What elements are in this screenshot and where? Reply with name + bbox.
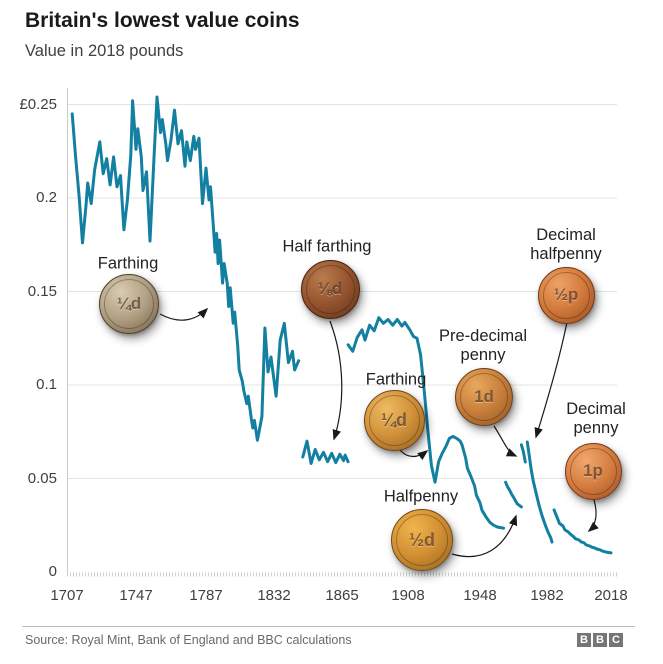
decimal-halfpenny-coin-image: ½p: [537, 266, 595, 324]
x-axis-label-2018: 2018: [594, 587, 628, 604]
annotation-arrow-half-farthing: [329, 320, 343, 441]
bbc-logo-letter: C: [609, 633, 623, 647]
annotation-arrow-pre-decimal-penny: [493, 425, 518, 457]
y-axis-label: 0: [48, 563, 57, 580]
chart-title: Britain's lowest value coins: [25, 9, 300, 32]
bbc-logo: B B C: [577, 633, 625, 647]
x-axis-label-1747: 1747: [119, 587, 153, 604]
x-axis-label-1948: 1948: [463, 587, 497, 604]
annotation-arrow-farthing-1951: [399, 449, 429, 461]
half-farthing-coin-image: ⅛d: [300, 259, 360, 319]
annotation-label-farthing-1951: Farthing: [365, 370, 427, 389]
x-axis-label-1787: 1787: [189, 587, 223, 604]
value-line-segment: [525, 440, 554, 544]
bbc-logo-letter: B: [593, 633, 607, 647]
annotation-label-farthing-1707: Farthing: [97, 254, 159, 273]
value-line-segment: [70, 95, 301, 442]
x-axis-label-1832: 1832: [257, 587, 291, 604]
annotation-label-half-farthing: Half farthing: [282, 237, 372, 256]
y-axis-label: 0.05: [27, 469, 57, 487]
farthing-1707-coin-denomination: ¼d: [116, 294, 142, 313]
value-line-segment: [519, 443, 527, 464]
farthing-1951-coin-image: ¼d: [363, 389, 425, 451]
farthing-1951-coin-denomination: ¼d: [380, 409, 407, 430]
pre-decimal-penny-coin-ring: [460, 373, 508, 421]
farthing-1707-coin-ring: [104, 279, 154, 329]
halfpenny-coin-ring: [396, 514, 448, 566]
farthing-1951-coin-ring: [368, 394, 420, 446]
value-line-segment: [301, 439, 350, 465]
x-axis-label-1707: 1707: [50, 587, 84, 604]
value-line-segment: [552, 508, 613, 555]
bbc-logo-letter: B: [577, 633, 591, 647]
pre-decimal-penny-coin-image: 1d: [455, 368, 513, 426]
annotation-arrow-farthing-1707: [159, 307, 209, 321]
decimal-penny-coin-image: 1p: [564, 442, 622, 500]
y-axis-label: £0.25: [19, 95, 57, 113]
pre-decimal-penny-coin-denomination: 1d: [474, 387, 494, 406]
annotation-label-halfpenny: Halfpenny: [383, 487, 459, 506]
decimal-penny-coin-ring: [569, 447, 617, 495]
halfpenny-coin-denomination: ½d: [408, 529, 435, 550]
annotation-label-decimal-halfpenny: Decimal halfpenny: [530, 226, 602, 263]
footer-divider: [22, 626, 635, 627]
annotation-arrow-decimal-halfpenny: [534, 321, 568, 439]
half-farthing-coin-denomination: ⅛d: [317, 279, 343, 298]
y-axis-label: 0.15: [27, 282, 57, 300]
annotation-label-decimal-penny: Decimal penny: [566, 400, 626, 437]
y-axis-label: 0.1: [36, 376, 57, 393]
chart-subtitle: Value in 2018 pounds: [25, 42, 184, 60]
x-axis-label-1908: 1908: [391, 587, 425, 604]
annotation-arrow-decimal-penny: [587, 499, 599, 533]
decimal-penny-coin-denomination: 1p: [583, 461, 603, 480]
source-text: Source: Royal Mint, Bank of England and …: [25, 633, 352, 647]
halfpenny-coin-image: ½d: [391, 509, 453, 571]
decimal-halfpenny-coin-denomination: ½p: [553, 285, 579, 304]
half-farthing-coin-ring: [305, 264, 355, 314]
annotation-arrow-halfpenny: [451, 514, 518, 558]
value-line-segment: [346, 316, 506, 530]
decimal-halfpenny-coin-ring: [542, 271, 590, 319]
x-axis-label-1865: 1865: [325, 587, 359, 604]
farthing-1707-coin-image: ¼d: [99, 274, 159, 334]
x-axis-label-1982: 1982: [530, 587, 564, 604]
value-line-segment: [504, 480, 523, 509]
y-axis-label: 0.2: [36, 189, 57, 206]
annotation-label-pre-decimal-penny: Pre-decimal penny: [438, 327, 528, 364]
